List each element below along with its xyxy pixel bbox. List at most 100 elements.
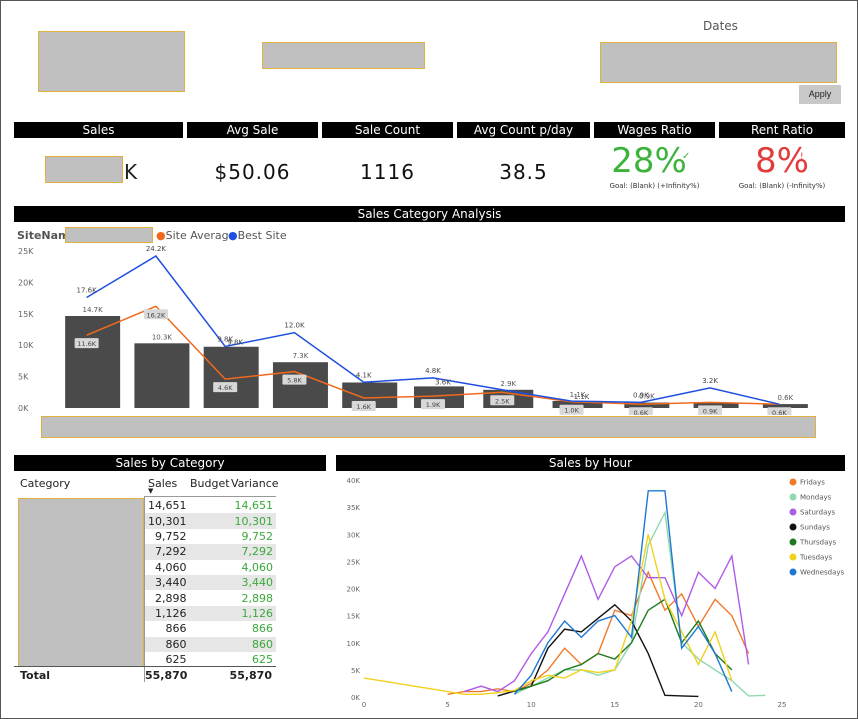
extra-value-label: 1.1K: [574, 393, 590, 401]
site-average-value-label: 2.5K: [495, 397, 510, 405]
total-divider: [14, 666, 276, 667]
category-bar: [134, 343, 190, 408]
bar-value-label: 0.9K: [639, 393, 655, 401]
wednesdays-line: [513, 490, 733, 695]
table-row[interactable]: 1,126 1,126: [145, 605, 276, 622]
y-tick-label: 0K: [18, 404, 29, 413]
category-bar: [693, 402, 739, 408]
budget-cell: [190, 652, 231, 667]
y-tick-label: 40K: [347, 477, 361, 485]
site-average-label-box: [74, 338, 99, 349]
redacted-sitename-legend: [65, 227, 153, 243]
site-average-label: Site Average: [165, 229, 236, 242]
sales-by-category-table: 14,651 14,651 10,301 10,301 9,752 9,752 7,292 7…: [145, 498, 276, 667]
sundays-line: [497, 603, 699, 698]
wages-ratio-value: 28%: [611, 141, 687, 181]
legend-label: Saturdays: [800, 509, 836, 517]
site-average-label-box: [698, 405, 723, 415]
table-row[interactable]: 860 860: [145, 636, 276, 652]
budget-cell: [190, 498, 231, 513]
mondays-line: [514, 510, 766, 697]
sales-cell: 866: [165, 622, 187, 636]
table-row[interactable]: 866 866: [145, 621, 276, 636]
site-average-value-label: 0.9K: [703, 407, 718, 415]
table-column-divider: [144, 497, 145, 682]
legend-label: Sundays: [800, 524, 830, 532]
col-budget-header: Budget: [190, 477, 230, 490]
wages-goal: Goal: (Blank) (+Infinity%): [609, 182, 700, 190]
table-row[interactable]: 3,440 3,440: [145, 574, 276, 591]
category-bar: [65, 315, 121, 408]
best-site-line: [86, 255, 780, 405]
redacted-category-axis: [41, 416, 816, 438]
site-average-label-box: [559, 404, 584, 415]
table-row[interactable]: 14,651 14,651: [145, 498, 276, 513]
sales-cell: 3,440: [145, 574, 190, 591]
variance-cell: 1,126: [230, 605, 276, 622]
best-site-value-label: 3.2K: [702, 377, 718, 385]
bar-value-label: 2.9K: [500, 380, 516, 388]
total-label: Total: [20, 669, 51, 682]
table-row[interactable]: 4,060 4,060: [145, 560, 276, 575]
sale-count-header: Sale Count: [322, 122, 453, 138]
rent-ratio-header: Rent Ratio: [719, 122, 845, 138]
table-row[interactable]: 7,292 7,292: [145, 544, 276, 560]
avg-sale-header: Avg Sale: [187, 122, 318, 138]
table-row[interactable]: 10,301 10,301: [145, 513, 276, 529]
variance-cell: 7,292: [230, 544, 276, 560]
site-average-label-box: [143, 309, 168, 320]
sales-by-hour-chart: 0K 5K 10K 15K 20K 25K 30K 35K 40K 0 5 10 15 20 25 Frida…: [347, 477, 845, 709]
sales-cell: 625: [165, 653, 187, 667]
redacted-filter-1[interactable]: [38, 31, 185, 92]
legend-dot-icon: [789, 508, 797, 516]
table-row[interactable]: 2,898 2,898: [145, 590, 276, 605]
site-average-value-label: 5.8K: [287, 377, 302, 385]
legend-dot-icon: [789, 553, 797, 561]
budget-cell: [189, 513, 231, 529]
x-tick-label: 10: [527, 701, 536, 709]
sales-cell: 7,292: [145, 544, 190, 560]
redacted-category-names: [18, 498, 144, 667]
legend-dot-icon: [789, 523, 797, 531]
y-tick-label: 30K: [347, 531, 361, 539]
best-site-value-label: 4.1K: [356, 371, 372, 379]
legend-label: Fridays: [800, 479, 825, 487]
legend-dot-icon: [789, 538, 797, 546]
col-sales-header[interactable]: Sales: [148, 477, 178, 490]
best-site-value-label: 12.0K: [284, 322, 305, 330]
dates-slicer[interactable]: [600, 42, 837, 83]
budget-cell: [189, 574, 231, 591]
table-row[interactable]: 9,752 9,752: [145, 529, 276, 544]
site-average-value-label: 16.2K: [147, 311, 166, 319]
y-tick-label: 15K: [18, 310, 34, 319]
extra-value-label: 9.8K: [227, 338, 243, 346]
best-site-value-label: 17.6K: [77, 286, 98, 294]
sales-by-category-header: Sales by Category: [14, 455, 326, 471]
y-tick-label: 5K: [351, 667, 360, 675]
legend-label: Thursdays: [799, 539, 837, 547]
sort-desc-icon[interactable]: ▼: [148, 487, 154, 495]
redacted-filter-2[interactable]: [262, 42, 425, 69]
avg-sale-value: $50.06: [214, 160, 291, 184]
budget-cell: [190, 560, 231, 575]
apply-button[interactable]: Apply: [799, 85, 841, 104]
sales-by-hour-header: Sales by Hour: [336, 455, 845, 471]
thursdays-line: [514, 598, 733, 693]
table-row[interactable]: 625 625: [145, 652, 276, 667]
y-tick-label: 5K: [18, 373, 29, 382]
y-tick-label: 25K: [18, 247, 34, 256]
col-variance-header: Variance: [231, 477, 279, 490]
category-bar: [762, 404, 808, 408]
y-tick-label: 10K: [347, 640, 361, 648]
variance-cell: 860: [230, 636, 276, 652]
site-average-label-box: [628, 407, 653, 415]
x-tick-label: 15: [610, 701, 619, 709]
variance-cell: 10,301: [230, 513, 276, 529]
y-tick-label: 25K: [347, 558, 361, 566]
budget-cell: [189, 605, 231, 622]
variance-cell: 14,651: [234, 499, 274, 513]
site-average-label-box: [767, 407, 792, 415]
legend-sitename-label: SiteName: [17, 229, 77, 242]
avg-count-header: Avg Count p/day: [457, 122, 590, 138]
x-tick-label: 20: [694, 701, 703, 709]
